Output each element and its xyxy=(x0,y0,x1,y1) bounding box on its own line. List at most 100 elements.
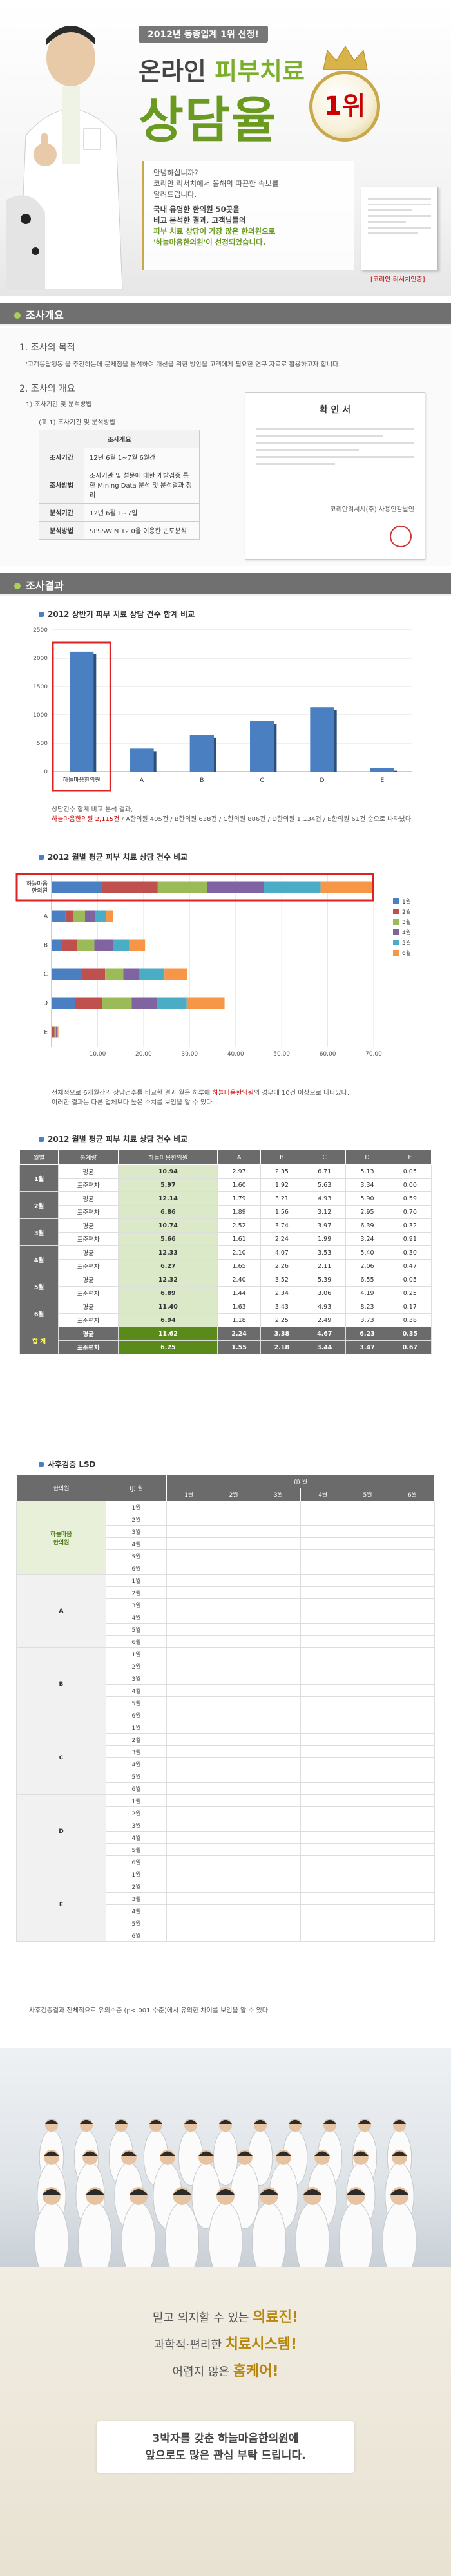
table-cell xyxy=(166,1757,212,1770)
table-cell xyxy=(345,1904,390,1917)
table-cell xyxy=(211,1892,256,1905)
month-label: 2월 xyxy=(105,1660,168,1672)
table-cell xyxy=(300,1611,346,1624)
table-cell: 2.97 xyxy=(217,1164,261,1179)
staff-hair xyxy=(260,2189,278,2195)
table-cell xyxy=(389,1806,436,1819)
table-cell: 10.74 xyxy=(118,1218,218,1233)
table-title: 2012 월별 평균 피부 치료 상담 건수 비교 xyxy=(39,1133,187,1144)
table-row: 4월 xyxy=(17,1537,436,1550)
table-cell: 1.60 xyxy=(217,1178,261,1192)
table-cell xyxy=(300,1855,346,1868)
month-label: 5월 xyxy=(105,1549,168,1562)
table-cell: 2.26 xyxy=(260,1259,304,1273)
month-label: 5월 xyxy=(105,1770,168,1783)
table-cell xyxy=(166,1806,212,1819)
table-cell xyxy=(166,1733,212,1746)
table-cell xyxy=(300,1733,346,1746)
table-cell xyxy=(211,1819,256,1832)
month-label: 5월 xyxy=(105,1696,168,1709)
table-cell xyxy=(211,1917,256,1929)
table-cell: 0.47 xyxy=(388,1259,432,1273)
table-cell xyxy=(345,1574,390,1587)
table-cell xyxy=(300,1929,346,1942)
month-label: 4월 xyxy=(105,1611,168,1624)
table-row: 조사기간 12년 6월 1~7월 6월간 xyxy=(39,448,200,466)
table-cell xyxy=(211,1831,256,1844)
table-cell xyxy=(211,1904,256,1917)
slogan-line: 과학적·편리한 치료시스템! xyxy=(153,2336,298,2353)
staff-hair xyxy=(390,2189,408,2195)
table-cell xyxy=(300,1513,346,1526)
table-cell xyxy=(300,1647,346,1660)
bar-segment xyxy=(77,939,95,951)
table-cell xyxy=(211,1843,256,1856)
table-cell xyxy=(211,1525,256,1538)
table-cell: 6.25 xyxy=(118,1340,218,1354)
month-label: 3월 xyxy=(105,1525,168,1538)
table-cell: 3.52 xyxy=(260,1273,304,1287)
month-label: 6월 xyxy=(105,1562,168,1575)
table-row: 2월 xyxy=(17,1806,436,1819)
table-row: E 1월 xyxy=(16,1868,436,1942)
stacked-bar-chart-monthly: 10.00 20.00 30.00 40.00 50.00 60.00 70.00 하늘마음한… xyxy=(15,873,411,1057)
month-label: 3월 xyxy=(105,1672,168,1685)
table-cell: 2.40 xyxy=(217,1273,261,1287)
table-cell xyxy=(255,1757,302,1770)
group-cell: A xyxy=(16,1574,106,1648)
highlight-box xyxy=(15,873,374,902)
table-cell xyxy=(211,1647,256,1660)
staff-photo-illustration xyxy=(34,2118,417,2280)
table-cell: 2.25 xyxy=(260,1313,304,1327)
doctor-figure xyxy=(6,26,123,290)
table-cell xyxy=(300,1562,346,1575)
bar-segment xyxy=(52,910,66,922)
table-cell xyxy=(300,1794,346,1807)
table-row: 2월 xyxy=(17,1513,436,1526)
table-cell: 0.05 xyxy=(388,1273,432,1287)
table-cell xyxy=(166,1586,212,1599)
bar-segment xyxy=(157,997,187,1009)
table-row: 합 계 평균 11.62 2.24 3.38 4.67 6.23 0.35 xyxy=(19,1327,432,1354)
table-cell xyxy=(389,1868,436,1880)
bar-segment xyxy=(52,881,102,893)
table-cell: 0.70 xyxy=(388,1205,432,1219)
table-cell xyxy=(300,1696,346,1709)
table-row: 분석방법 SPSSWIN 12.0을 이용한 빈도분석 xyxy=(39,521,200,540)
table-row: 6월 xyxy=(17,1709,436,1721)
table-cell xyxy=(389,1660,436,1672)
seal-stamp xyxy=(390,526,412,547)
table-cell: 6.94 xyxy=(118,1313,218,1327)
table-cell xyxy=(389,1611,436,1624)
month-label: 1월 xyxy=(105,1647,168,1660)
table-row: 4월 xyxy=(17,1684,436,1697)
bar-segment xyxy=(75,997,102,1009)
table-cell: 0.05 xyxy=(388,1164,432,1179)
table-cell: 0.32 xyxy=(388,1218,432,1233)
month-label: 5월 xyxy=(105,1917,168,1929)
table-cell: 6.86 xyxy=(118,1205,218,1219)
table-cell xyxy=(300,1892,346,1905)
period-heading: 1) 조사기간 및 분석방법 xyxy=(26,401,92,408)
section-header-results: 조사결과 xyxy=(0,573,451,596)
table-row: 표준편차 6.86 1.89 1.56 3.12 2.95 0.70 xyxy=(20,1205,432,1219)
table-cell: 3.47 xyxy=(345,1340,389,1354)
table-cell: 5.90 xyxy=(345,1191,389,1206)
table-cell xyxy=(255,1574,302,1587)
table-cell xyxy=(345,1623,390,1636)
table-row: 6월 평균 11.40 1.63 3.43 4.93 8.23 0.17 xyxy=(19,1300,432,1327)
table-cell xyxy=(300,1574,346,1587)
table-cell: 3.97 xyxy=(303,1218,347,1233)
table-cell xyxy=(345,1757,390,1770)
staff-hair xyxy=(358,2119,372,2124)
x-tick-label: B xyxy=(200,777,204,784)
table-cell xyxy=(211,1806,256,1819)
table-cell xyxy=(389,1586,436,1599)
table-cell xyxy=(389,1501,436,1513)
table-cell xyxy=(300,1745,346,1758)
monthly-stats-table: 월별 통계량 하늘마음한의원 A B C D E 1월 평균 10.94 2.97 2.35 6.71 5.… xyxy=(19,1150,432,1354)
table-cell: 6.89 xyxy=(118,1286,218,1300)
staff-hair xyxy=(114,2119,128,2124)
table-cell xyxy=(300,1806,346,1819)
table-row: 6월 xyxy=(17,1635,436,1648)
